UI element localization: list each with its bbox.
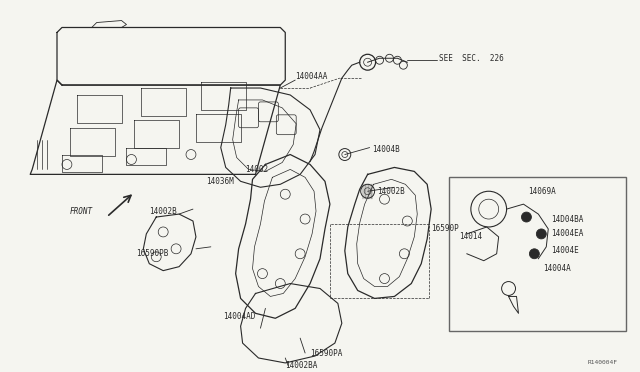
Text: R140004F: R140004F	[588, 360, 618, 365]
Text: 14014: 14014	[459, 232, 482, 241]
Text: 14002B: 14002B	[378, 187, 405, 196]
Text: 14069A: 14069A	[529, 187, 556, 196]
Text: 14004A: 14004A	[543, 264, 571, 273]
Circle shape	[522, 212, 531, 222]
Text: 14004E: 14004E	[551, 246, 579, 255]
Text: 16590PA: 16590PA	[310, 349, 342, 357]
Text: 14004AA: 14004AA	[295, 72, 328, 81]
Text: 14004B: 14004B	[372, 145, 401, 154]
Bar	[449, 177, 626, 331]
Circle shape	[536, 229, 547, 239]
Text: 16590P: 16590P	[431, 224, 459, 234]
Text: 14002BA: 14002BA	[285, 362, 317, 371]
Text: 14004EA: 14004EA	[551, 230, 584, 238]
Text: 14002: 14002	[246, 165, 269, 174]
Text: 14004AD: 14004AD	[223, 312, 255, 321]
Text: 14002B: 14002B	[149, 206, 177, 216]
Text: 16590PB: 16590PB	[136, 249, 169, 258]
Text: SEE  SEC.  226: SEE SEC. 226	[439, 54, 504, 63]
Text: 14036M: 14036M	[206, 177, 234, 186]
Circle shape	[529, 249, 540, 259]
Text: 14D04BA: 14D04BA	[551, 215, 584, 224]
Text: FRONT: FRONT	[70, 206, 93, 216]
